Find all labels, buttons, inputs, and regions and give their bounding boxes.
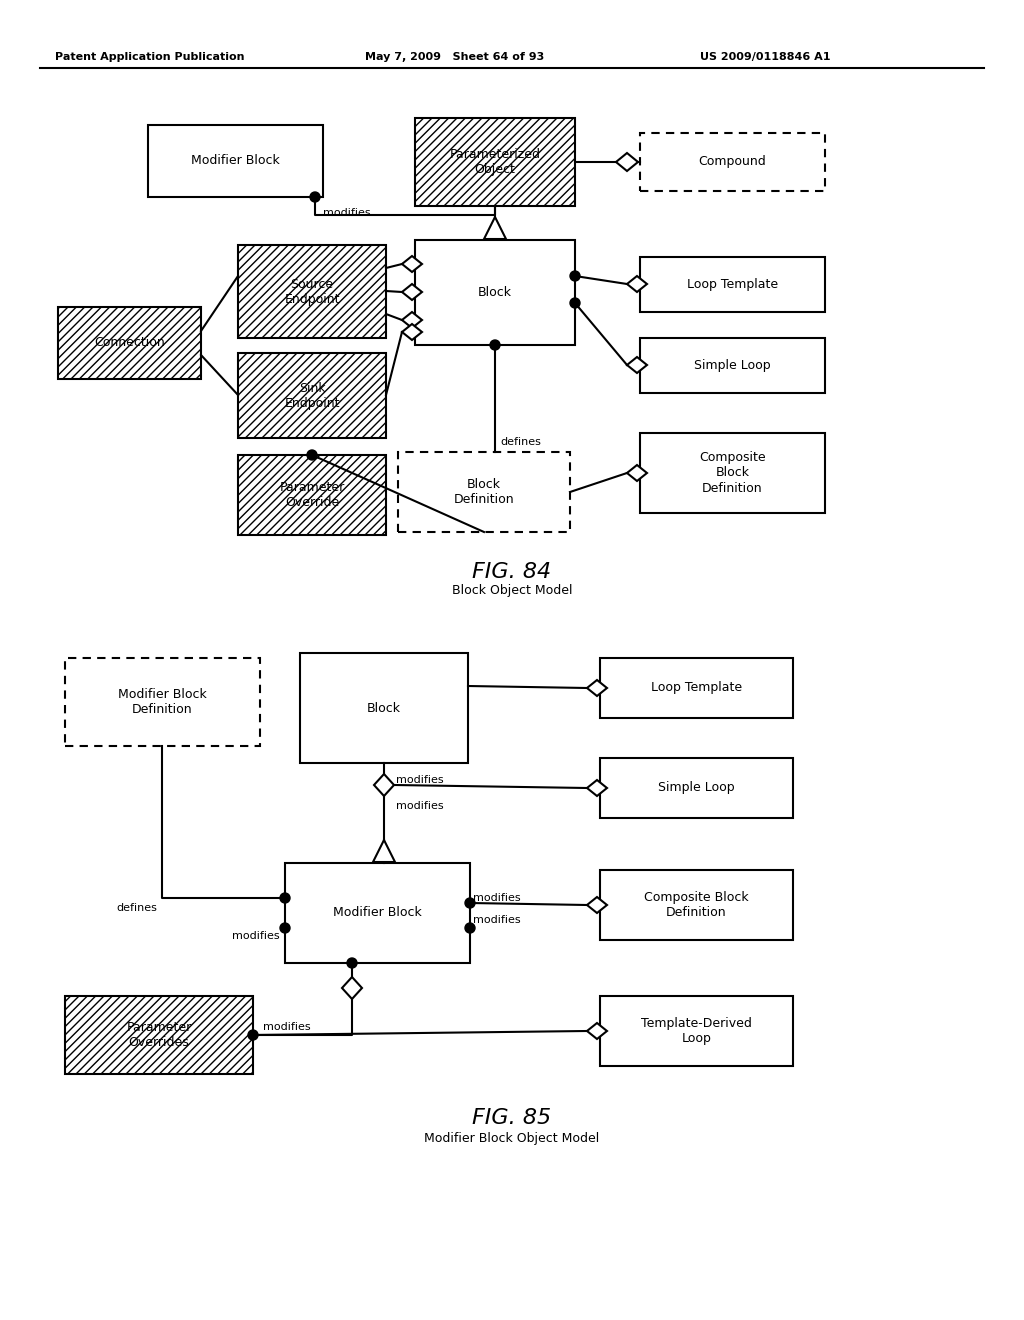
Bar: [600, 997, 793, 1067]
Bar: [148, 125, 323, 197]
Bar: [238, 352, 386, 438]
Circle shape: [465, 898, 475, 908]
Text: Block: Block: [478, 286, 512, 300]
Text: modifies: modifies: [473, 915, 520, 925]
Bar: [600, 870, 793, 940]
Text: FIG. 84: FIG. 84: [472, 562, 552, 582]
Polygon shape: [587, 898, 607, 913]
Bar: [238, 455, 386, 535]
Polygon shape: [587, 680, 607, 696]
Bar: [300, 653, 468, 763]
Text: US 2009/0118846 A1: US 2009/0118846 A1: [700, 51, 830, 62]
Bar: [285, 863, 470, 964]
Polygon shape: [616, 153, 638, 172]
Text: Simple Loop: Simple Loop: [694, 359, 771, 372]
Text: defines: defines: [500, 437, 541, 447]
Text: Template-Derived
Loop: Template-Derived Loop: [641, 1016, 752, 1045]
Bar: [415, 240, 575, 345]
Text: Parameter
Overrides: Parameter Overrides: [126, 1020, 191, 1049]
Circle shape: [347, 958, 357, 968]
Text: Modifier Block Object Model: Modifier Block Object Model: [424, 1133, 600, 1144]
Text: Source
Endpoint: Source Endpoint: [285, 277, 340, 305]
Text: Parameter
Override: Parameter Override: [280, 480, 345, 510]
Bar: [415, 117, 575, 206]
Bar: [238, 246, 386, 338]
Polygon shape: [402, 284, 422, 300]
Polygon shape: [484, 216, 506, 239]
Text: Sink
Endpoint: Sink Endpoint: [285, 381, 340, 409]
Circle shape: [465, 923, 475, 933]
Circle shape: [248, 1030, 258, 1040]
Circle shape: [307, 450, 317, 459]
Polygon shape: [587, 1023, 607, 1039]
Bar: [640, 338, 825, 393]
Text: Modifier Block: Modifier Block: [191, 154, 280, 168]
Text: modifies: modifies: [323, 209, 371, 218]
Circle shape: [570, 271, 580, 281]
Text: modifies: modifies: [263, 1022, 310, 1032]
Text: Patent Application Publication: Patent Application Publication: [55, 51, 245, 62]
Text: Loop Template: Loop Template: [687, 279, 778, 290]
Text: FIG. 85: FIG. 85: [472, 1107, 552, 1129]
Polygon shape: [402, 323, 422, 341]
Polygon shape: [402, 256, 422, 272]
Polygon shape: [402, 312, 422, 327]
Bar: [65, 997, 253, 1074]
Bar: [58, 308, 201, 379]
Circle shape: [570, 298, 580, 308]
Polygon shape: [374, 774, 394, 796]
Polygon shape: [373, 840, 395, 862]
Text: Modifier Block: Modifier Block: [333, 907, 422, 920]
Bar: [58, 308, 201, 379]
Circle shape: [280, 894, 290, 903]
Polygon shape: [627, 276, 647, 292]
Circle shape: [490, 341, 500, 350]
Bar: [600, 657, 793, 718]
Text: Modifier Block
Definition: Modifier Block Definition: [118, 688, 207, 715]
Text: Composite
Block
Definition: Composite Block Definition: [699, 451, 766, 495]
Bar: [600, 758, 793, 818]
Circle shape: [310, 191, 319, 202]
Text: May 7, 2009   Sheet 64 of 93: May 7, 2009 Sheet 64 of 93: [365, 51, 544, 62]
Text: modifies: modifies: [473, 894, 520, 903]
Bar: [640, 433, 825, 513]
Bar: [238, 455, 386, 535]
Polygon shape: [342, 977, 362, 999]
Text: modifies: modifies: [232, 931, 280, 941]
Text: modifies: modifies: [396, 801, 443, 810]
Text: Connection: Connection: [94, 337, 165, 350]
Bar: [640, 133, 825, 191]
Text: Block: Block: [367, 701, 401, 714]
Bar: [65, 997, 253, 1074]
Polygon shape: [587, 780, 607, 796]
Text: Parameterized
Object: Parameterized Object: [450, 148, 541, 176]
Bar: [398, 451, 570, 532]
Bar: [238, 352, 386, 438]
Text: Composite Block
Definition: Composite Block Definition: [644, 891, 749, 919]
Bar: [238, 246, 386, 338]
Text: Block
Definition: Block Definition: [454, 478, 514, 506]
Text: defines: defines: [116, 903, 157, 913]
Circle shape: [280, 923, 290, 933]
Text: modifies: modifies: [396, 775, 443, 785]
Text: Simple Loop: Simple Loop: [658, 781, 735, 795]
Bar: [640, 257, 825, 312]
Bar: [415, 117, 575, 206]
Polygon shape: [627, 356, 647, 374]
Text: Loop Template: Loop Template: [651, 681, 742, 694]
Polygon shape: [627, 465, 647, 480]
Text: Compound: Compound: [698, 156, 766, 169]
Bar: [65, 657, 260, 746]
Text: Block Object Model: Block Object Model: [452, 583, 572, 597]
